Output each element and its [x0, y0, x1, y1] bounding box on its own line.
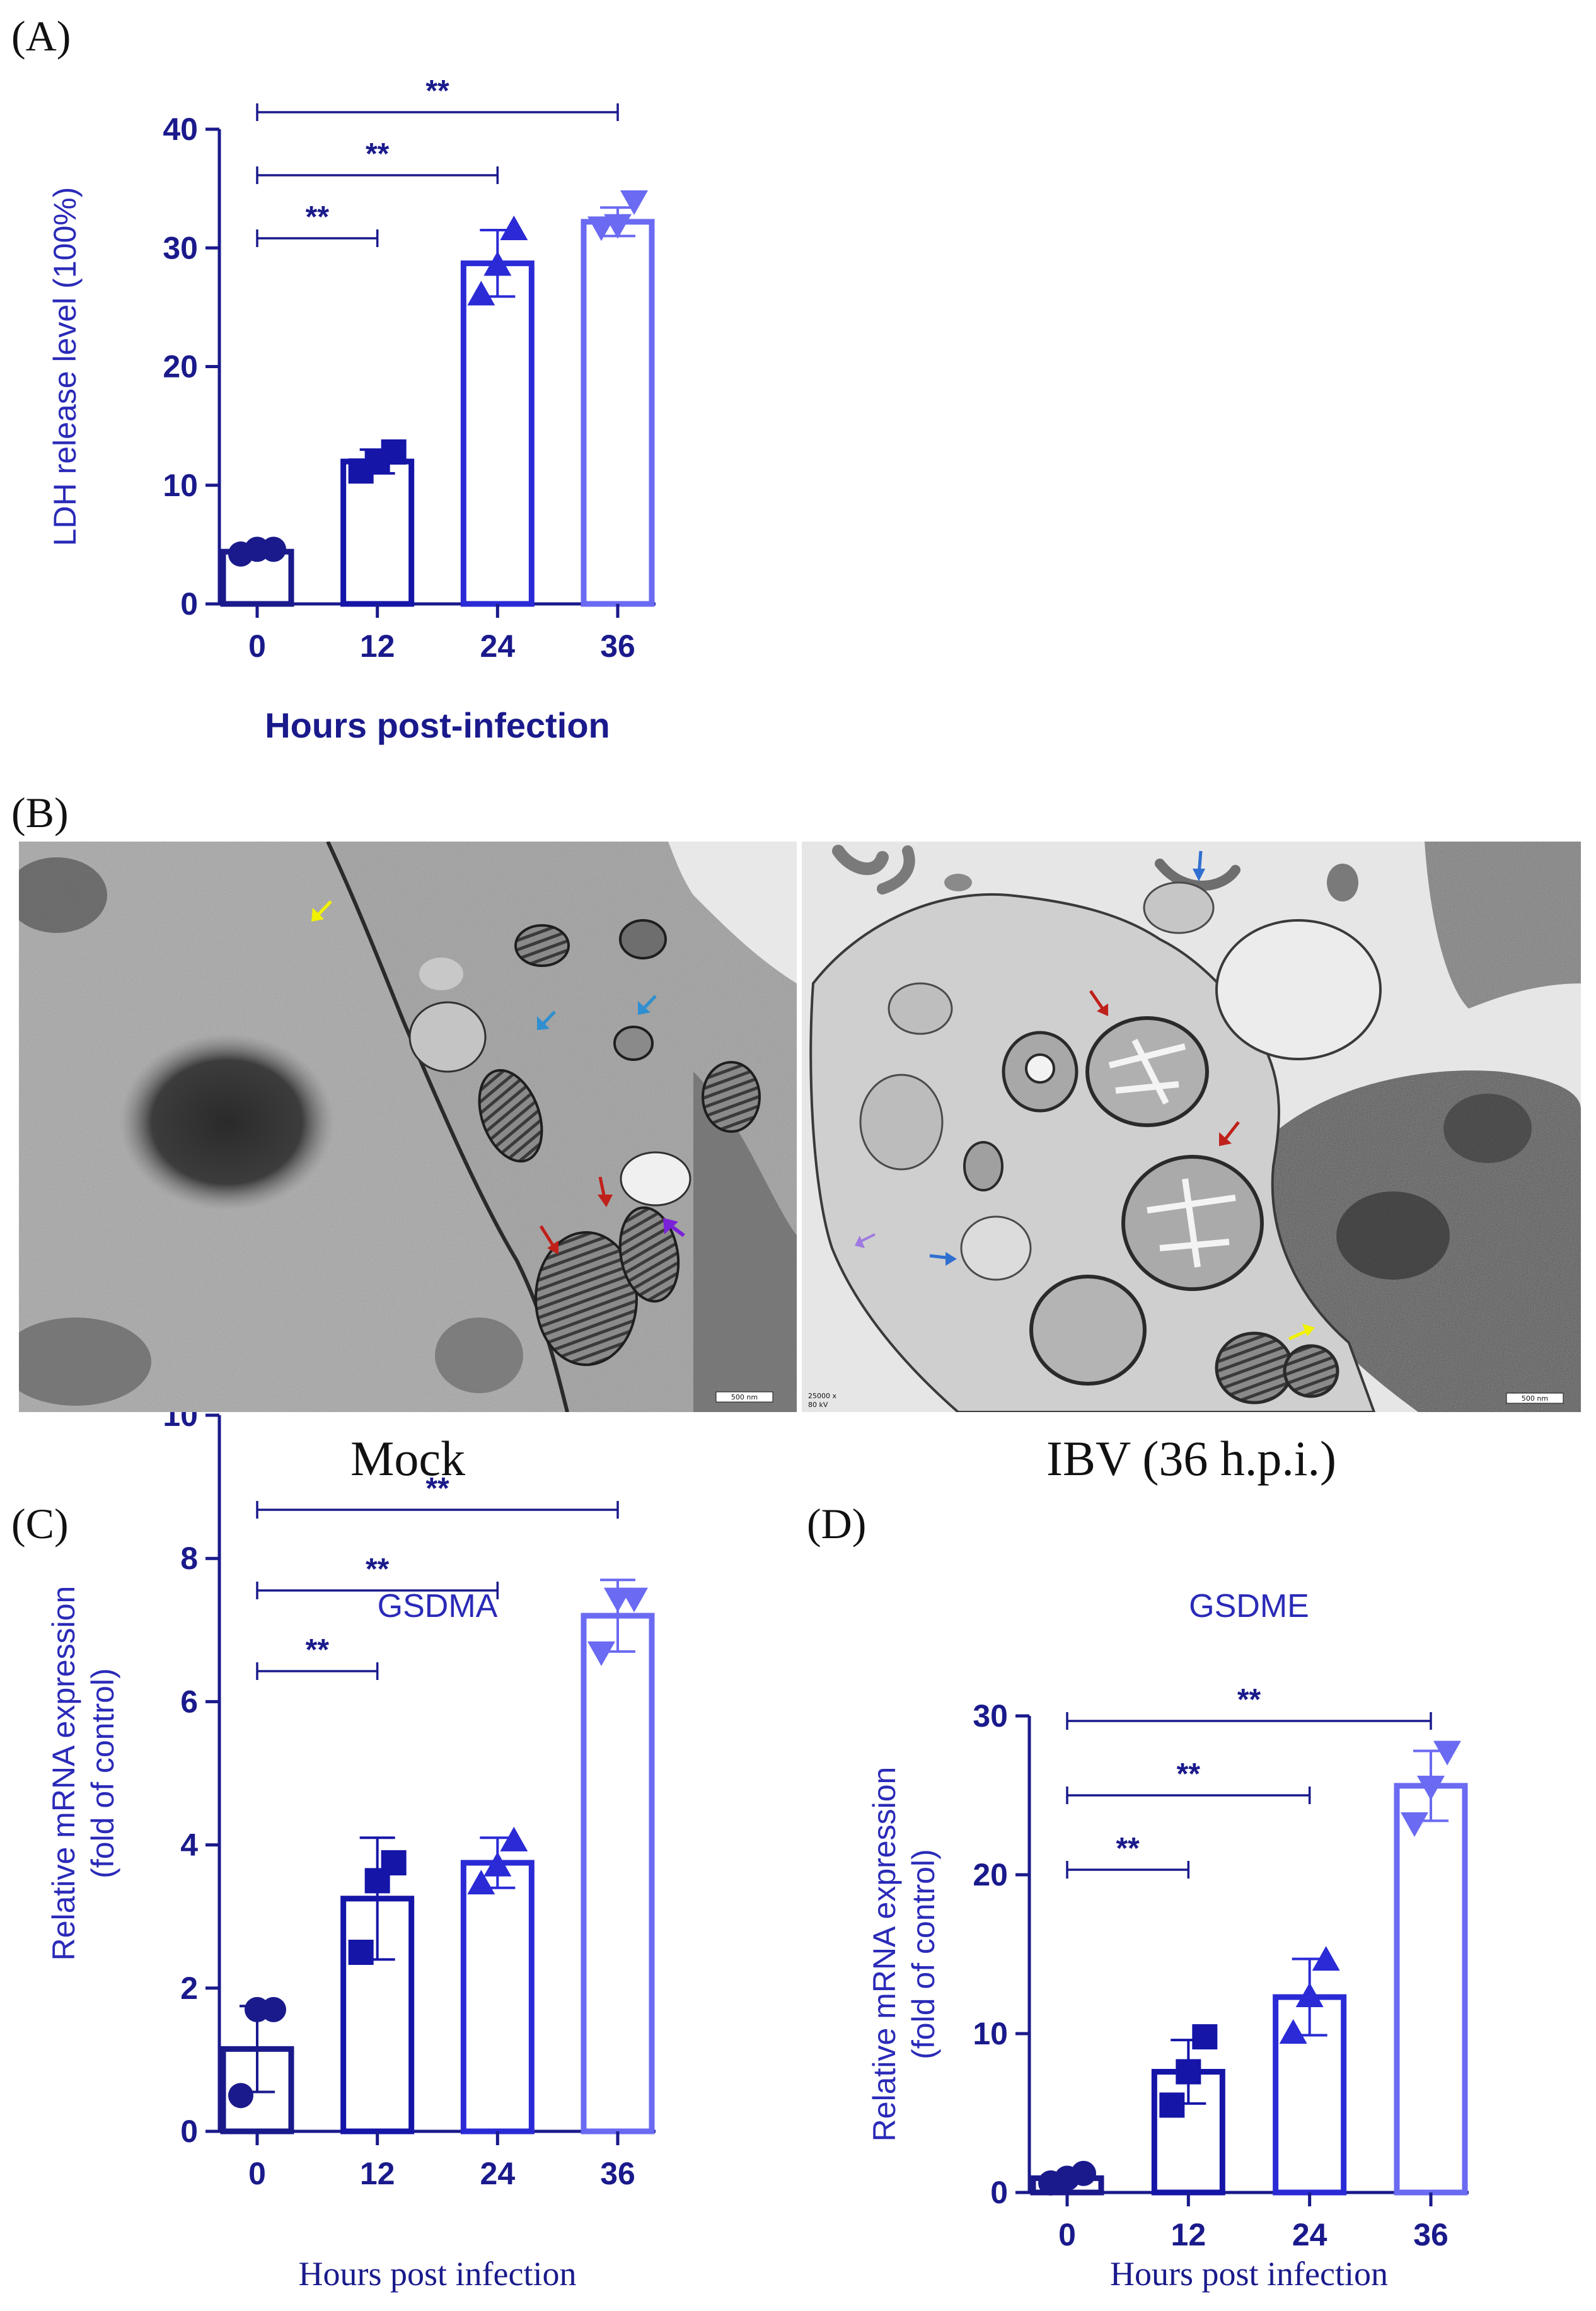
data-point-24: [1312, 1946, 1340, 1971]
y-axis-label-line: (fold of control): [906, 1849, 941, 2059]
x-tick-label: 24: [480, 628, 516, 664]
panel-label-d: (D): [807, 1500, 866, 1548]
bar-36: [581, 1613, 655, 2134]
data-point-12: [348, 1940, 374, 1965]
x-tick-label: 36: [600, 628, 635, 664]
chart-title: GSDMA: [378, 1588, 498, 1625]
y-tick-label: 30: [973, 1698, 1008, 1734]
bar-24: [460, 1860, 535, 2134]
x-tick-label: 24: [480, 2156, 516, 2191]
significance-label: **: [1177, 1758, 1201, 1791]
y-tick-label: 4: [180, 1827, 198, 1863]
x-tick-label: 36: [1413, 2217, 1449, 2252]
caption-mock: Mock: [350, 1431, 465, 1486]
data-point-24: [467, 281, 495, 306]
scale-bar-label-mock: 500 nm: [731, 1393, 758, 1401]
significance-label: **: [306, 1633, 330, 1667]
x-tick-label: 0: [248, 628, 266, 664]
y-tick-label: 0: [990, 2175, 1008, 2210]
x-tick-label: 12: [360, 628, 395, 664]
data-point-36: [587, 216, 615, 241]
chart-d: 0 10 20 30 0 12 24 36 ** ** ** GSDME Hours post infe…: [867, 1588, 1469, 2293]
y-tick-label: 40: [163, 112, 198, 147]
y-tick-label: 10: [163, 468, 198, 503]
y-axis-label: LDH release level (100%): [47, 187, 83, 547]
panel-label-c: (C): [11, 1500, 69, 1548]
data-point-24: [483, 251, 512, 276]
data-point-12: [381, 1850, 407, 1875]
bar-36: [1394, 1783, 1468, 2196]
data-point-24: [500, 216, 528, 241]
data-point-36: [604, 214, 632, 239]
data-point-36: [1401, 1812, 1428, 1837]
scale-bar-label-ibv: 500 nm: [1522, 1394, 1548, 1403]
x-tick-label: 12: [1171, 2217, 1206, 2252]
data-point-24: [483, 1851, 512, 1877]
y-tick-label: 20: [973, 1857, 1008, 1892]
x-axis-label: Hours post infection: [1110, 2255, 1388, 2293]
y-tick-label: 30: [163, 230, 198, 265]
chart-title: GSDME: [1189, 1588, 1309, 1625]
significance-label: **: [366, 137, 390, 171]
micrograph-ibv: 25000 x 80 kV 500 nm: [802, 842, 1581, 1412]
caption-ibv: IBV (36 h.p.i.): [1046, 1431, 1336, 1486]
significance-label: **: [306, 200, 330, 234]
data-point-36: [620, 190, 648, 215]
y-tick-label: 20: [163, 349, 198, 385]
data-point-0: [1071, 2160, 1096, 2186]
data-point-24: [500, 1826, 528, 1851]
x-axis-label: Hours post-infection: [265, 705, 610, 745]
chart-a: 0 10 20 30 40 0 12 24 36 ** ** ** Hours post-infecti…: [47, 74, 656, 745]
y-tick-label: 2: [180, 1971, 198, 2006]
x-tick-label: 36: [600, 2156, 635, 2191]
micrograph-magnification: 25000 x: [808, 1392, 836, 1400]
data-point-0: [261, 536, 286, 562]
significance-label: **: [1116, 1832, 1140, 1865]
y-tick-label: 10: [973, 2016, 1008, 2051]
y-tick-label: 0: [180, 586, 198, 622]
data-point-12: [1192, 2024, 1218, 2050]
significance-label: **: [1237, 1683, 1261, 1717]
significance-label: **: [425, 1472, 449, 1505]
bar-24: [460, 260, 535, 607]
x-tick-label: 24: [1292, 2217, 1327, 2252]
y-axis-label-line: (fold of control): [85, 1668, 120, 1878]
data-point-36: [620, 1587, 648, 1613]
data-point-24: [1295, 1983, 1324, 2008]
bar-36: [581, 219, 655, 607]
data-point-36: [587, 1641, 615, 1666]
panel-label-a: (A): [11, 12, 71, 60]
x-tick-label: 0: [248, 2156, 266, 2191]
x-tick-label: 12: [360, 2156, 395, 2191]
data-point-0: [261, 1996, 286, 2022]
significance-label: **: [425, 74, 449, 108]
micrograph-voltage: 80 kV: [808, 1401, 828, 1409]
panel-label-b: (B): [11, 789, 69, 837]
data-point-36: [1433, 1740, 1461, 1766]
data-point-24: [1279, 2019, 1307, 2044]
y-axis-label-line: Relative mRNA expression: [46, 1586, 81, 1961]
data-point-12: [381, 439, 407, 465]
x-axis-label: Hours post infection: [299, 2255, 577, 2293]
data-point-24: [467, 1870, 495, 1895]
y-axis-label-line: Relative mRNA expression: [867, 1767, 902, 2142]
data-point-0: [228, 2083, 253, 2109]
micrograph-mock: 500 nm: [19, 842, 797, 1412]
data-point-12: [1176, 2059, 1201, 2085]
y-tick-label: 8: [180, 1541, 198, 1576]
x-tick-label: 0: [1058, 2217, 1076, 2252]
y-tick-label: 0: [180, 2114, 198, 2149]
data-point-36: [1417, 1775, 1445, 1800]
data-point-12: [1159, 2092, 1185, 2118]
y-tick-label: 6: [180, 1684, 198, 1719]
significance-label: **: [366, 1553, 390, 1586]
